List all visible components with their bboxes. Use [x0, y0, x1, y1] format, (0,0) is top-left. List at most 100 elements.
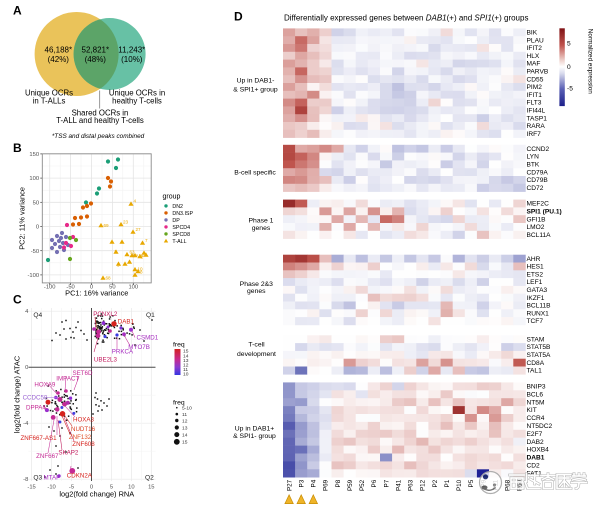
svg-text:Phase 2&3: Phase 2&3	[240, 281, 273, 288]
svg-text:CD79A: CD79A	[527, 169, 549, 176]
svg-text:P6: P6	[371, 479, 378, 487]
svg-text:& SPI1+ group: & SPI1+ group	[233, 87, 278, 94]
svg-text:HLX: HLX	[527, 53, 540, 60]
svg-text:SET6D: SET6D	[73, 370, 93, 377]
svg-text:5-10: 5-10	[182, 406, 192, 412]
svg-text:52,821*: 52,821*	[82, 45, 110, 54]
svg-text:0: 0	[90, 485, 93, 491]
svg-text:-4: -4	[23, 421, 29, 427]
svg-text:ZNF608: ZNF608	[72, 441, 95, 448]
svg-text:HOXA9: HOXA9	[34, 381, 56, 388]
svg-text:8: 8	[140, 270, 143, 275]
svg-text:& SPI1- group: & SPI1- group	[233, 433, 276, 440]
svg-text:Differentially expressed genes: Differentially expressed genes between D…	[284, 13, 528, 22]
svg-text:7: 7	[145, 238, 148, 243]
svg-text:(48%): (48%)	[85, 55, 107, 64]
svg-text:P4: P4	[311, 479, 318, 487]
svg-text:PLAU: PLAU	[527, 37, 544, 44]
svg-text:-100: -100	[27, 273, 39, 279]
svg-text:Q3: Q3	[33, 475, 42, 482]
svg-text:IFIT2: IFIT2	[527, 45, 543, 52]
svg-text:PRKCA: PRKCA	[112, 349, 134, 356]
svg-text:Up in DAB1+: Up in DAB1+	[235, 426, 275, 433]
svg-text:DAB2: DAB2	[527, 439, 545, 446]
svg-text:RUNX1: RUNX1	[527, 310, 550, 317]
svg-text:group: group	[163, 194, 181, 201]
svg-text:CCND2: CCND2	[527, 146, 550, 153]
svg-text:-15: -15	[27, 485, 35, 491]
svg-text:-50: -50	[31, 249, 39, 255]
svg-text:Q1: Q1	[146, 312, 155, 319]
svg-text:-100: -100	[44, 285, 56, 291]
svg-text:P1: P1	[444, 479, 451, 487]
svg-text:P41: P41	[395, 479, 402, 491]
svg-text:SPCD8: SPCD8	[172, 232, 190, 238]
svg-text:0: 0	[90, 285, 93, 291]
svg-text:freq: freq	[173, 400, 185, 407]
svg-text:T-cell: T-cell	[248, 341, 265, 348]
svg-text:P12: P12	[420, 479, 427, 491]
svg-text:CCR4: CCR4	[527, 415, 545, 422]
svg-text:100: 100	[29, 176, 39, 182]
svg-text:CD79B: CD79B	[527, 177, 549, 184]
svg-text:development: development	[237, 351, 276, 358]
svg-text:(10%): (10%)	[121, 55, 143, 64]
svg-text:-8: -8	[23, 477, 28, 483]
svg-text:STAT5A: STAT5A	[527, 352, 552, 359]
svg-text:PC1: 16% variance: PC1: 16% variance	[65, 288, 128, 297]
svg-text:BCL11A: BCL11A	[527, 232, 552, 239]
svg-text:healthy T-cells: healthy T-cells	[112, 96, 162, 105]
svg-text:UBE2L3: UBE2L3	[94, 356, 118, 363]
svg-text:LYN: LYN	[527, 154, 540, 161]
svg-text:63: 63	[130, 250, 136, 255]
svg-text:in T-ALLs: in T-ALLs	[33, 96, 66, 105]
svg-text:8A15: 8A15	[133, 253, 144, 258]
svg-text:11: 11	[182, 412, 187, 418]
svg-text:BNIP3: BNIP3	[527, 384, 546, 391]
svg-text:B-cell specific: B-cell specific	[234, 170, 276, 177]
svg-text:P5: P5	[468, 479, 475, 487]
svg-text:IFIT1: IFIT1	[527, 92, 543, 99]
svg-text:Unique OCRs: Unique OCRs	[25, 89, 73, 98]
svg-text:BCL6: BCL6	[527, 391, 544, 398]
svg-text:46,188*: 46,188*	[45, 45, 73, 54]
svg-text:DPPA4: DPPA4	[26, 405, 46, 412]
svg-text:CCDC50: CCDC50	[23, 395, 48, 402]
svg-text:-10: -10	[47, 485, 55, 491]
svg-text:4: 4	[134, 199, 137, 204]
svg-text:P69: P69	[323, 479, 330, 491]
svg-text:ZNF667: ZNF667	[36, 453, 59, 460]
svg-text:15: 15	[148, 485, 154, 491]
svg-text:P3: P3	[299, 479, 306, 487]
svg-text:BCL11B: BCL11B	[527, 303, 552, 310]
svg-text:SKAP2: SKAP2	[58, 450, 79, 457]
svg-text:RARA: RARA	[527, 123, 546, 130]
svg-text:T-ALL: T-ALL	[172, 239, 186, 245]
svg-text:Up in DAB1-: Up in DAB1-	[237, 78, 275, 85]
svg-text:AHR: AHR	[527, 256, 541, 263]
svg-text:DP: DP	[172, 218, 180, 224]
svg-text:PARVB: PARVB	[527, 69, 549, 76]
svg-text:FLT3: FLT3	[527, 100, 542, 107]
svg-text:68: 68	[106, 276, 112, 281]
svg-text:DN3.ISP: DN3.ISP	[172, 211, 193, 217]
svg-text:69: 69	[104, 223, 110, 228]
svg-text:genes: genes	[252, 225, 271, 232]
svg-text:P2: P2	[432, 479, 439, 487]
svg-text:STAT5B: STAT5B	[527, 344, 552, 351]
svg-text:14: 14	[183, 353, 189, 359]
svg-text:27: 27	[136, 227, 142, 232]
svg-text:14: 14	[182, 432, 188, 438]
svg-text:4: 4	[25, 309, 29, 315]
svg-text:13: 13	[183, 358, 189, 364]
svg-text:MTAP: MTAP	[44, 475, 61, 482]
svg-text:(42%): (42%)	[48, 55, 70, 64]
svg-text:IKZF1: IKZF1	[527, 295, 545, 302]
svg-text:GATA3: GATA3	[527, 287, 548, 294]
svg-text:ETS2: ETS2	[527, 271, 544, 278]
svg-text:50: 50	[109, 285, 115, 291]
svg-text:CD2: CD2	[527, 463, 541, 470]
svg-text:SPI1 (PU.1): SPI1 (PU.1)	[527, 209, 562, 216]
svg-text:A: A	[13, 4, 22, 18]
svg-text:IMPACT: IMPACT	[56, 376, 79, 383]
